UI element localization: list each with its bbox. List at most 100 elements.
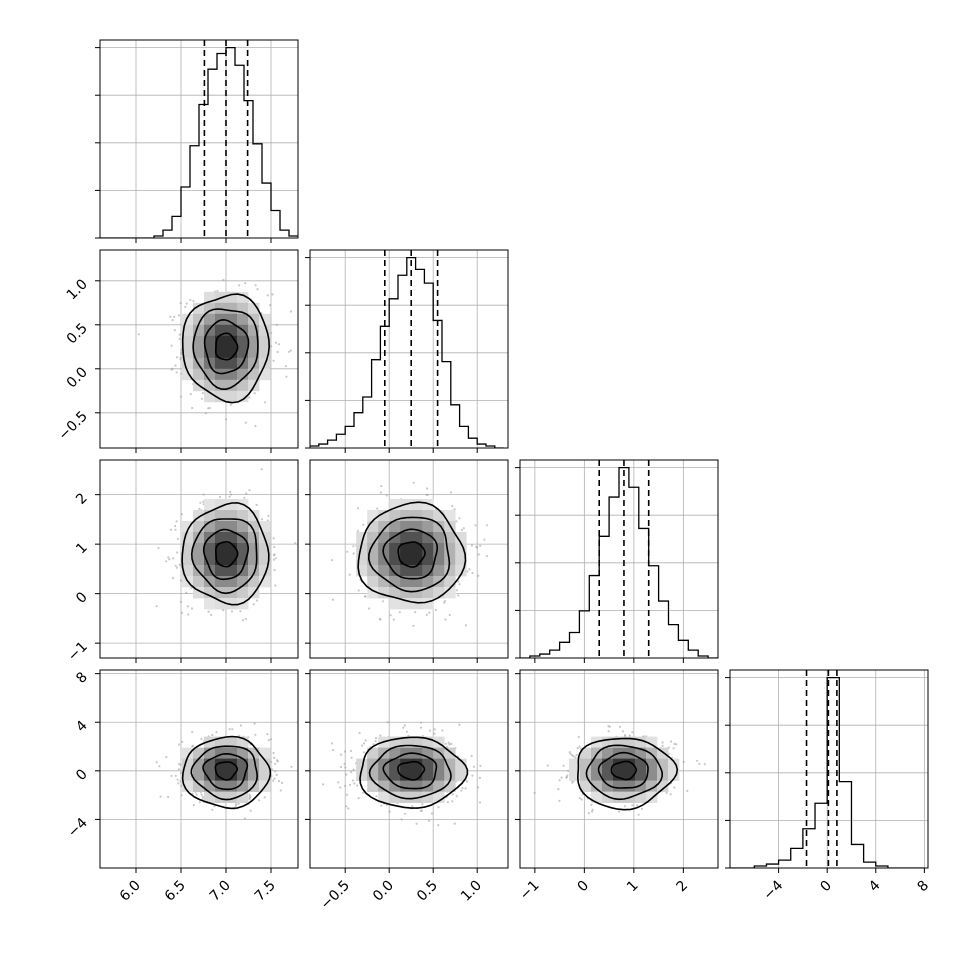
- panel-frame: [519, 669, 719, 869]
- grid-lines: [520, 460, 718, 659]
- scatter-point: [243, 817, 246, 820]
- scatter-point: [415, 822, 418, 825]
- density-cell: [226, 313, 238, 326]
- scatter-point: [228, 495, 231, 498]
- scatter-point: [479, 764, 482, 768]
- scatter-point: [211, 808, 214, 811]
- scatter-point: [200, 737, 203, 741]
- scatter-point: [374, 740, 377, 743]
- scatter-point: [670, 740, 673, 743]
- scatter-point: [486, 555, 489, 558]
- scatter-point: [590, 803, 593, 806]
- contour-level-0: [397, 541, 426, 568]
- density-cell: [367, 532, 379, 544]
- scatter-point: [477, 786, 480, 789]
- density-cell: [215, 499, 227, 511]
- contour-level-1: [202, 752, 249, 791]
- scatter-point: [274, 584, 277, 587]
- density-cell: [646, 736, 658, 748]
- density-cell: [259, 521, 271, 533]
- density-cell: [433, 747, 445, 759]
- scatter-point: [461, 787, 464, 790]
- density-cell: [204, 554, 216, 566]
- density-cell: [602, 736, 614, 748]
- density-cell: [422, 736, 434, 748]
- scatter-point: [362, 523, 365, 526]
- density-cell: [356, 769, 368, 781]
- density-cell: [580, 780, 592, 792]
- density-cell: [444, 587, 456, 599]
- density-cell: [248, 368, 260, 381]
- density-cell: [215, 324, 227, 337]
- density-cell: [259, 565, 271, 577]
- scatter-point: [178, 563, 181, 566]
- density-cell: [668, 769, 680, 781]
- density-cell: [400, 587, 412, 599]
- density-cell: [204, 368, 216, 381]
- density-cell: [613, 769, 625, 781]
- density-cell: [400, 554, 412, 566]
- density-cell: [422, 758, 434, 770]
- scatter-point: [200, 793, 203, 796]
- scatter-point: [475, 545, 478, 549]
- x-tick-label: 0.0: [370, 878, 397, 905]
- scatter-point: [437, 806, 440, 809]
- scatter-point: [260, 468, 263, 471]
- density-cell: [193, 335, 205, 348]
- scatter-point: [672, 747, 675, 750]
- density-cell: [226, 758, 238, 770]
- scatter-point: [703, 763, 706, 766]
- density-cell: [411, 554, 423, 566]
- contours: [359, 736, 469, 809]
- density-cell: [182, 313, 194, 326]
- density-cell: [215, 357, 227, 370]
- scatter-point: [607, 730, 610, 733]
- scatter-point: [471, 571, 474, 575]
- scatter-point: [356, 529, 360, 533]
- scatter-point: [178, 333, 181, 336]
- scatter-point: [429, 729, 432, 732]
- density-cell: [444, 769, 456, 781]
- density-cell: [259, 335, 271, 348]
- scatter-point: [192, 804, 195, 807]
- density-cell: [237, 758, 249, 770]
- scatter-point: [171, 319, 174, 322]
- density-cell: [356, 758, 368, 770]
- density-cell: [389, 747, 401, 759]
- density-cell: [193, 346, 205, 359]
- scatter-point: [274, 770, 277, 773]
- density-cell: [237, 543, 249, 555]
- scatter-point: [444, 742, 447, 745]
- scatter-point: [255, 503, 258, 506]
- contour-level-2: [367, 516, 451, 593]
- scatter-point: [485, 524, 489, 527]
- density-cell: [444, 758, 456, 770]
- density-group: [321, 721, 482, 827]
- scatter-point: [661, 744, 664, 748]
- scatter-point: [171, 577, 175, 580]
- density-cell: [411, 598, 423, 610]
- scatter-point: [244, 421, 247, 424]
- scatter-point: [569, 752, 572, 756]
- density-cell: [378, 565, 390, 577]
- density-cell: [400, 791, 412, 803]
- density-cell: [226, 499, 238, 511]
- contours: [181, 502, 270, 606]
- density-cell: [646, 758, 658, 770]
- scatter-point: [364, 739, 367, 742]
- density-cell: [215, 747, 227, 759]
- scatter-point: [426, 487, 429, 490]
- scatter-point: [348, 783, 352, 787]
- density-cell: [193, 521, 205, 533]
- density-cell: [444, 565, 456, 577]
- y-tick-label: −4: [65, 815, 91, 841]
- contour-level-1: [202, 528, 250, 581]
- density-cell: [226, 368, 238, 381]
- density-cell: [635, 736, 647, 748]
- scatter-point: [352, 552, 355, 555]
- density-cell: [455, 769, 467, 781]
- density-cell: [237, 302, 249, 315]
- panel-frame: [99, 39, 299, 239]
- density-cell: [226, 543, 238, 555]
- density-cell: [378, 769, 390, 781]
